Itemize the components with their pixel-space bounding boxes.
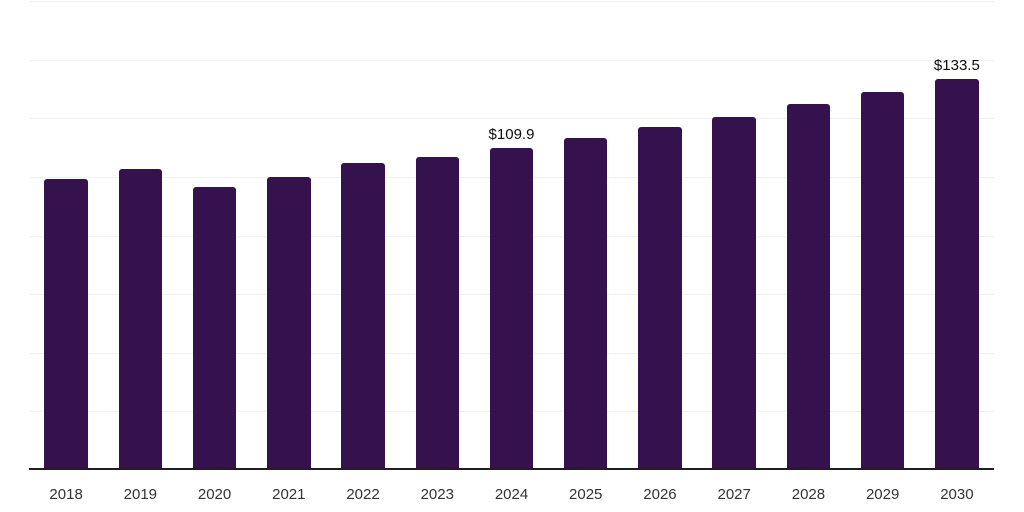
x-tick-2020: 2020 xyxy=(197,486,232,503)
bar-2023 xyxy=(415,157,460,470)
bar-2020 xyxy=(192,186,237,470)
bar-2022 xyxy=(341,163,385,470)
bar-2018 xyxy=(44,179,88,470)
gridline-140 xyxy=(29,59,994,61)
x-tick-2028: 2028 xyxy=(791,486,826,503)
bar-2025 xyxy=(563,138,608,470)
plot-area: $109.9 $133.5 xyxy=(29,1,994,470)
x-tick-2021: 2021 xyxy=(272,486,306,503)
x-tick-2022: 2022 xyxy=(346,486,380,503)
bar-2030 xyxy=(935,78,979,470)
x-tick-2023: 2023 xyxy=(420,486,454,503)
bar-value-label-2024: $109.9 xyxy=(488,125,535,143)
x-tick-2018: 2018 xyxy=(49,486,83,503)
x-tick-2026: 2026 xyxy=(643,486,677,503)
x-tick-2030: 2030 xyxy=(940,486,974,503)
bar-2024 xyxy=(489,147,534,470)
x-tick-2029: 2029 xyxy=(865,486,900,503)
bar-2027 xyxy=(712,116,756,470)
bar-2029 xyxy=(860,92,905,470)
bar-2019 xyxy=(118,168,163,470)
bar-2026 xyxy=(638,126,682,470)
x-tick-2027: 2027 xyxy=(717,486,751,503)
gridline-160 xyxy=(29,1,994,2)
x-axis-line xyxy=(29,468,994,470)
bar-2028 xyxy=(786,104,831,470)
x-tick-2024: 2024 xyxy=(494,486,529,503)
bar-value-label-2030: $133.5 xyxy=(933,56,980,74)
x-axis-labels: 2018 2019 2020 2021 2022 2023 2024 2025 2026 2027… xyxy=(29,485,994,505)
x-tick-2019: 2019 xyxy=(123,486,158,503)
x-tick-2025: 2025 xyxy=(569,486,603,503)
gridline-120 xyxy=(29,118,994,120)
bar-2021 xyxy=(267,176,311,470)
